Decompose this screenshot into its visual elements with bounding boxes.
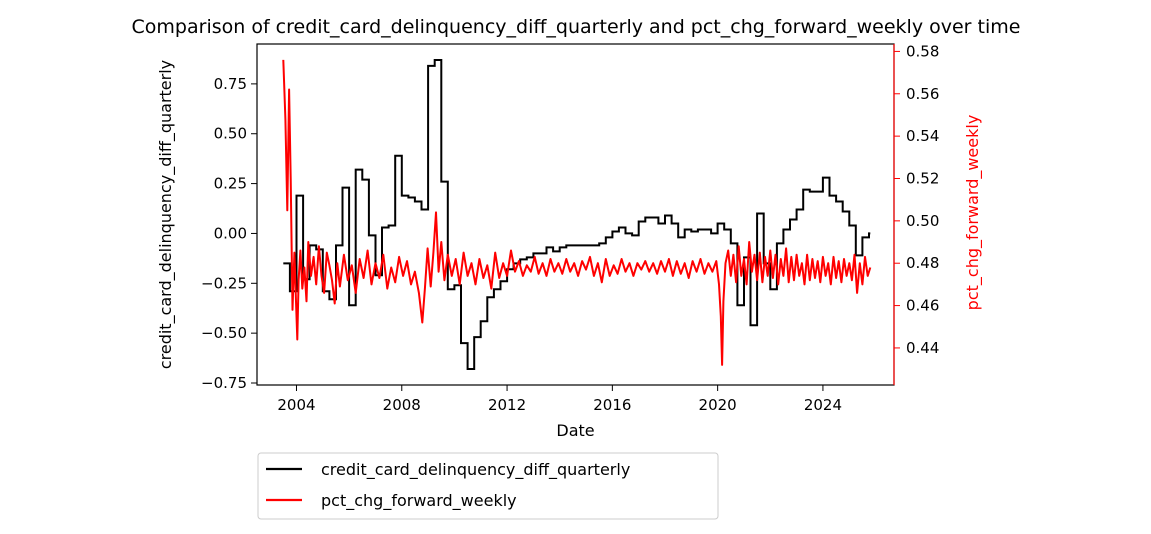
y-left-tick-label: 0.25: [214, 175, 247, 193]
y-right-tick-label: 0.56: [906, 85, 939, 103]
y-right-tick-label: 0.54: [906, 127, 939, 145]
legend: credit_card_delinquency_diff_quarterly p…: [257, 452, 719, 520]
x-axis-label: Date: [556, 421, 594, 440]
y-right-tick-label: 0.44: [906, 339, 939, 357]
y-right-tick-label: 0.52: [906, 169, 939, 187]
y-left-tick-label: −0.75: [201, 374, 247, 392]
x-tick-label: 2004: [277, 396, 315, 414]
x-tick-label: 2024: [804, 396, 842, 414]
plot-frame: [256, 43, 895, 386]
y-right-tick-label: 0.46: [906, 297, 939, 315]
y-axis-left: −0.75 −0.50 −0.25 0.00 0.25 0.50 0.75: [201, 75, 257, 392]
y-axis-right-label: pct_chg_forward_weekly: [963, 115, 983, 311]
y-right-tick-label: 0.48: [906, 254, 939, 272]
series-line-pct-chg-forward-weekly: [282, 59, 872, 366]
x-axis: 2004 2008 2012 2016 2020 2024: [277, 385, 842, 414]
y-axis-left-label: credit_card_delinquency_diff_quarterly: [156, 60, 176, 369]
legend-label-left-series: credit_card_delinquency_diff_quarterly: [321, 460, 630, 480]
series-line-credit-card-delinquency: [283, 59, 871, 370]
y-left-tick-label: 0.00: [214, 224, 247, 242]
x-tick-label: 2020: [699, 396, 737, 414]
y-left-tick-label: −0.25: [201, 274, 247, 292]
y-left-tick-label: 0.50: [214, 125, 247, 143]
x-tick-label: 2016: [593, 396, 631, 414]
y-left-tick-label: 0.75: [214, 75, 247, 93]
x-tick-label: 2012: [488, 396, 526, 414]
left-series-layer: [283, 59, 871, 370]
y-left-tick-label: −0.50: [201, 324, 247, 342]
plot-area: [282, 59, 872, 370]
legend-box: [257, 452, 719, 520]
y-axis-right: 0.44 0.46 0.48 0.50 0.52 0.54 0.56 0.58: [893, 42, 939, 385]
y-right-tick-label: 0.58: [906, 42, 939, 60]
y-right-tick-label: 0.50: [906, 212, 939, 230]
chart-title: Comparison of credit_card_delinquency_di…: [132, 16, 1021, 38]
right-series-layer: [282, 59, 872, 366]
legend-label-right-series: pct_chg_forward_weekly: [321, 491, 517, 511]
x-tick-label: 2008: [383, 396, 421, 414]
